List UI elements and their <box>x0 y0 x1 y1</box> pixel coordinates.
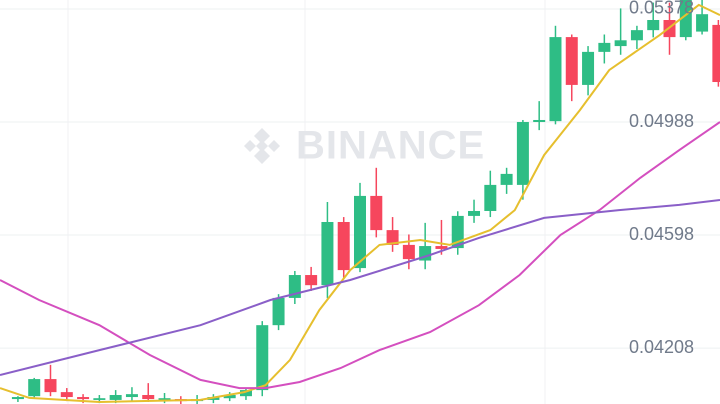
candle-body <box>93 398 106 400</box>
logo-diamond <box>268 140 280 152</box>
moving-average-line <box>0 199 720 376</box>
candle-body <box>125 394 138 398</box>
moving-average-line <box>0 3 720 404</box>
candle-body <box>386 230 399 245</box>
candle-body <box>484 184 497 211</box>
y-tick-label: 0.04988 <box>629 111 694 131</box>
candle-body <box>712 24 720 83</box>
candle-body <box>614 40 627 47</box>
moving-average-line <box>0 121 720 390</box>
candle-body <box>321 221 334 286</box>
vertical-grid <box>67 0 546 404</box>
candle-body <box>549 37 562 122</box>
candle-body <box>272 297 285 326</box>
candle-body <box>256 325 269 391</box>
candle-body <box>11 397 24 400</box>
candle-body <box>402 244 415 260</box>
candle-body <box>468 210 481 216</box>
candle-body <box>223 395 236 399</box>
candle-body <box>60 392 73 398</box>
y-tick-label: 0.05378 <box>629 0 694 18</box>
candle-body <box>630 30 643 41</box>
candle-body <box>337 221 350 271</box>
candle-body <box>142 395 155 400</box>
candle-body <box>679 0 692 38</box>
logo-diamond <box>256 140 268 152</box>
candle-body <box>696 14 709 32</box>
y-tick-label: 0.04208 <box>629 337 694 357</box>
candle-body <box>44 379 57 393</box>
logo-diamond <box>244 140 256 152</box>
candle-body <box>354 195 366 269</box>
candle-body <box>435 246 448 249</box>
candle-body <box>28 379 41 397</box>
candle-body <box>582 51 595 85</box>
candle-body <box>598 42 611 52</box>
logo-diamond <box>254 128 270 144</box>
y-tick-label: 0.04598 <box>629 224 694 244</box>
candle-body <box>370 195 383 231</box>
candle-body <box>500 173 513 185</box>
logo-diamond <box>254 148 270 164</box>
candle-body <box>516 122 529 185</box>
candle-body <box>647 19 660 31</box>
candle-body <box>77 397 90 400</box>
candle-body <box>305 275 318 286</box>
candle-body <box>533 119 546 123</box>
candle-body <box>109 395 122 400</box>
candle-body <box>239 390 252 397</box>
candle-body <box>565 37 578 85</box>
watermark: BINANCE <box>296 124 485 168</box>
watermark-logo <box>244 128 280 164</box>
candle-body <box>158 398 171 400</box>
